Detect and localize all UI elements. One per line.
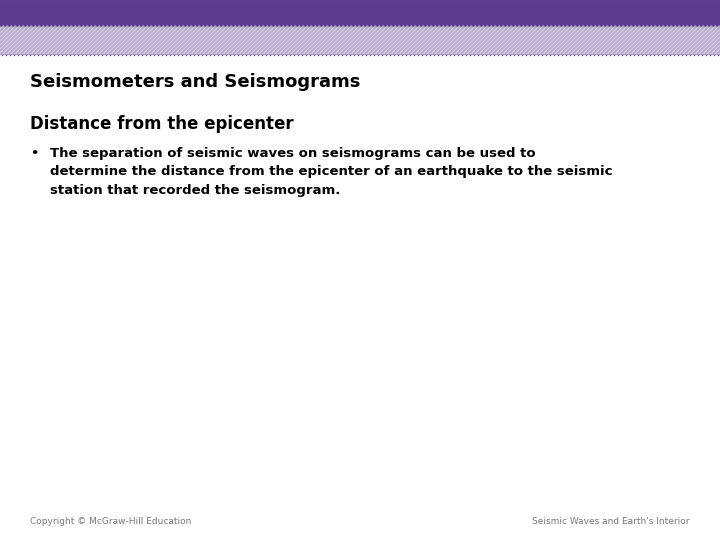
Text: •: • — [30, 147, 38, 160]
Text: Seismic Waves and Earth's Interior: Seismic Waves and Earth's Interior — [533, 517, 690, 526]
Text: The separation of seismic waves on seismograms can be used to
determine the dist: The separation of seismic waves on seism… — [50, 147, 613, 197]
Text: Copyright © McGraw-Hill Education: Copyright © McGraw-Hill Education — [30, 517, 192, 526]
Text: Seismometers and Seismograms: Seismometers and Seismograms — [30, 73, 361, 91]
Text: Distance from the epicenter: Distance from the epicenter — [30, 115, 294, 133]
Bar — [0, 0, 720, 55]
